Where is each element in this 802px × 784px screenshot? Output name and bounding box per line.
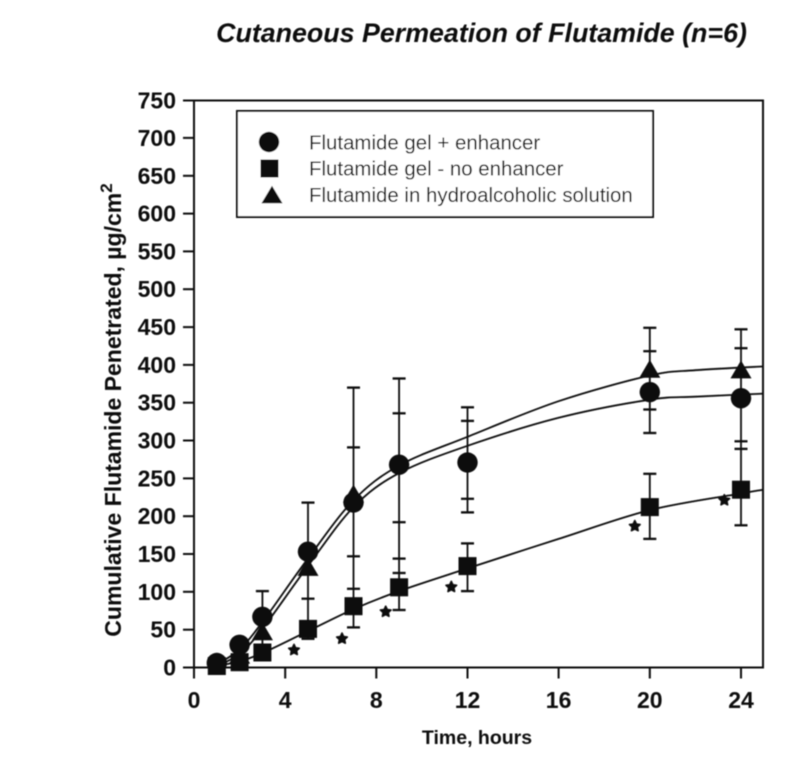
svg-text:200: 200 [138,503,176,529]
svg-text:100: 100 [138,579,176,605]
svg-text:450: 450 [138,314,176,340]
svg-text:8: 8 [370,687,383,713]
svg-text:550: 550 [138,238,176,264]
svg-text:24: 24 [728,687,754,713]
svg-text:700: 700 [138,125,176,151]
svg-text:16: 16 [546,687,572,713]
svg-text:0: 0 [163,655,176,681]
svg-text:250: 250 [138,465,176,491]
svg-text:600: 600 [138,201,176,227]
svg-text:Flutamide gel - no enhancer: Flutamide gel - no enhancer [309,158,564,181]
svg-text:Cumulative Flutamide Penetrate: Cumulative Flutamide Penetrated, µg/cm2 [97,183,126,636]
svg-text:50: 50 [150,617,176,643]
svg-text:20: 20 [637,687,663,713]
svg-text:350: 350 [138,390,176,416]
svg-text:0: 0 [188,687,201,713]
svg-text:12: 12 [455,687,481,713]
svg-text:Flutamide in hydroalcoholic so: Flutamide in hydroalcoholic solution [309,184,633,207]
svg-text:Time, hours: Time, hours [422,727,532,749]
svg-text:500: 500 [138,276,176,302]
svg-text:650: 650 [138,163,176,189]
svg-text:750: 750 [138,88,176,114]
svg-text:400: 400 [138,352,176,378]
svg-text:4: 4 [279,687,292,713]
svg-text:150: 150 [138,541,176,567]
svg-text:Flutamide gel + enhancer: Flutamide gel + enhancer [309,132,540,155]
svg-text:300: 300 [138,428,176,454]
svg-text:Cutaneous Permeation of Flutam: Cutaneous Permeation of Flutamide (n=6) [216,18,747,48]
